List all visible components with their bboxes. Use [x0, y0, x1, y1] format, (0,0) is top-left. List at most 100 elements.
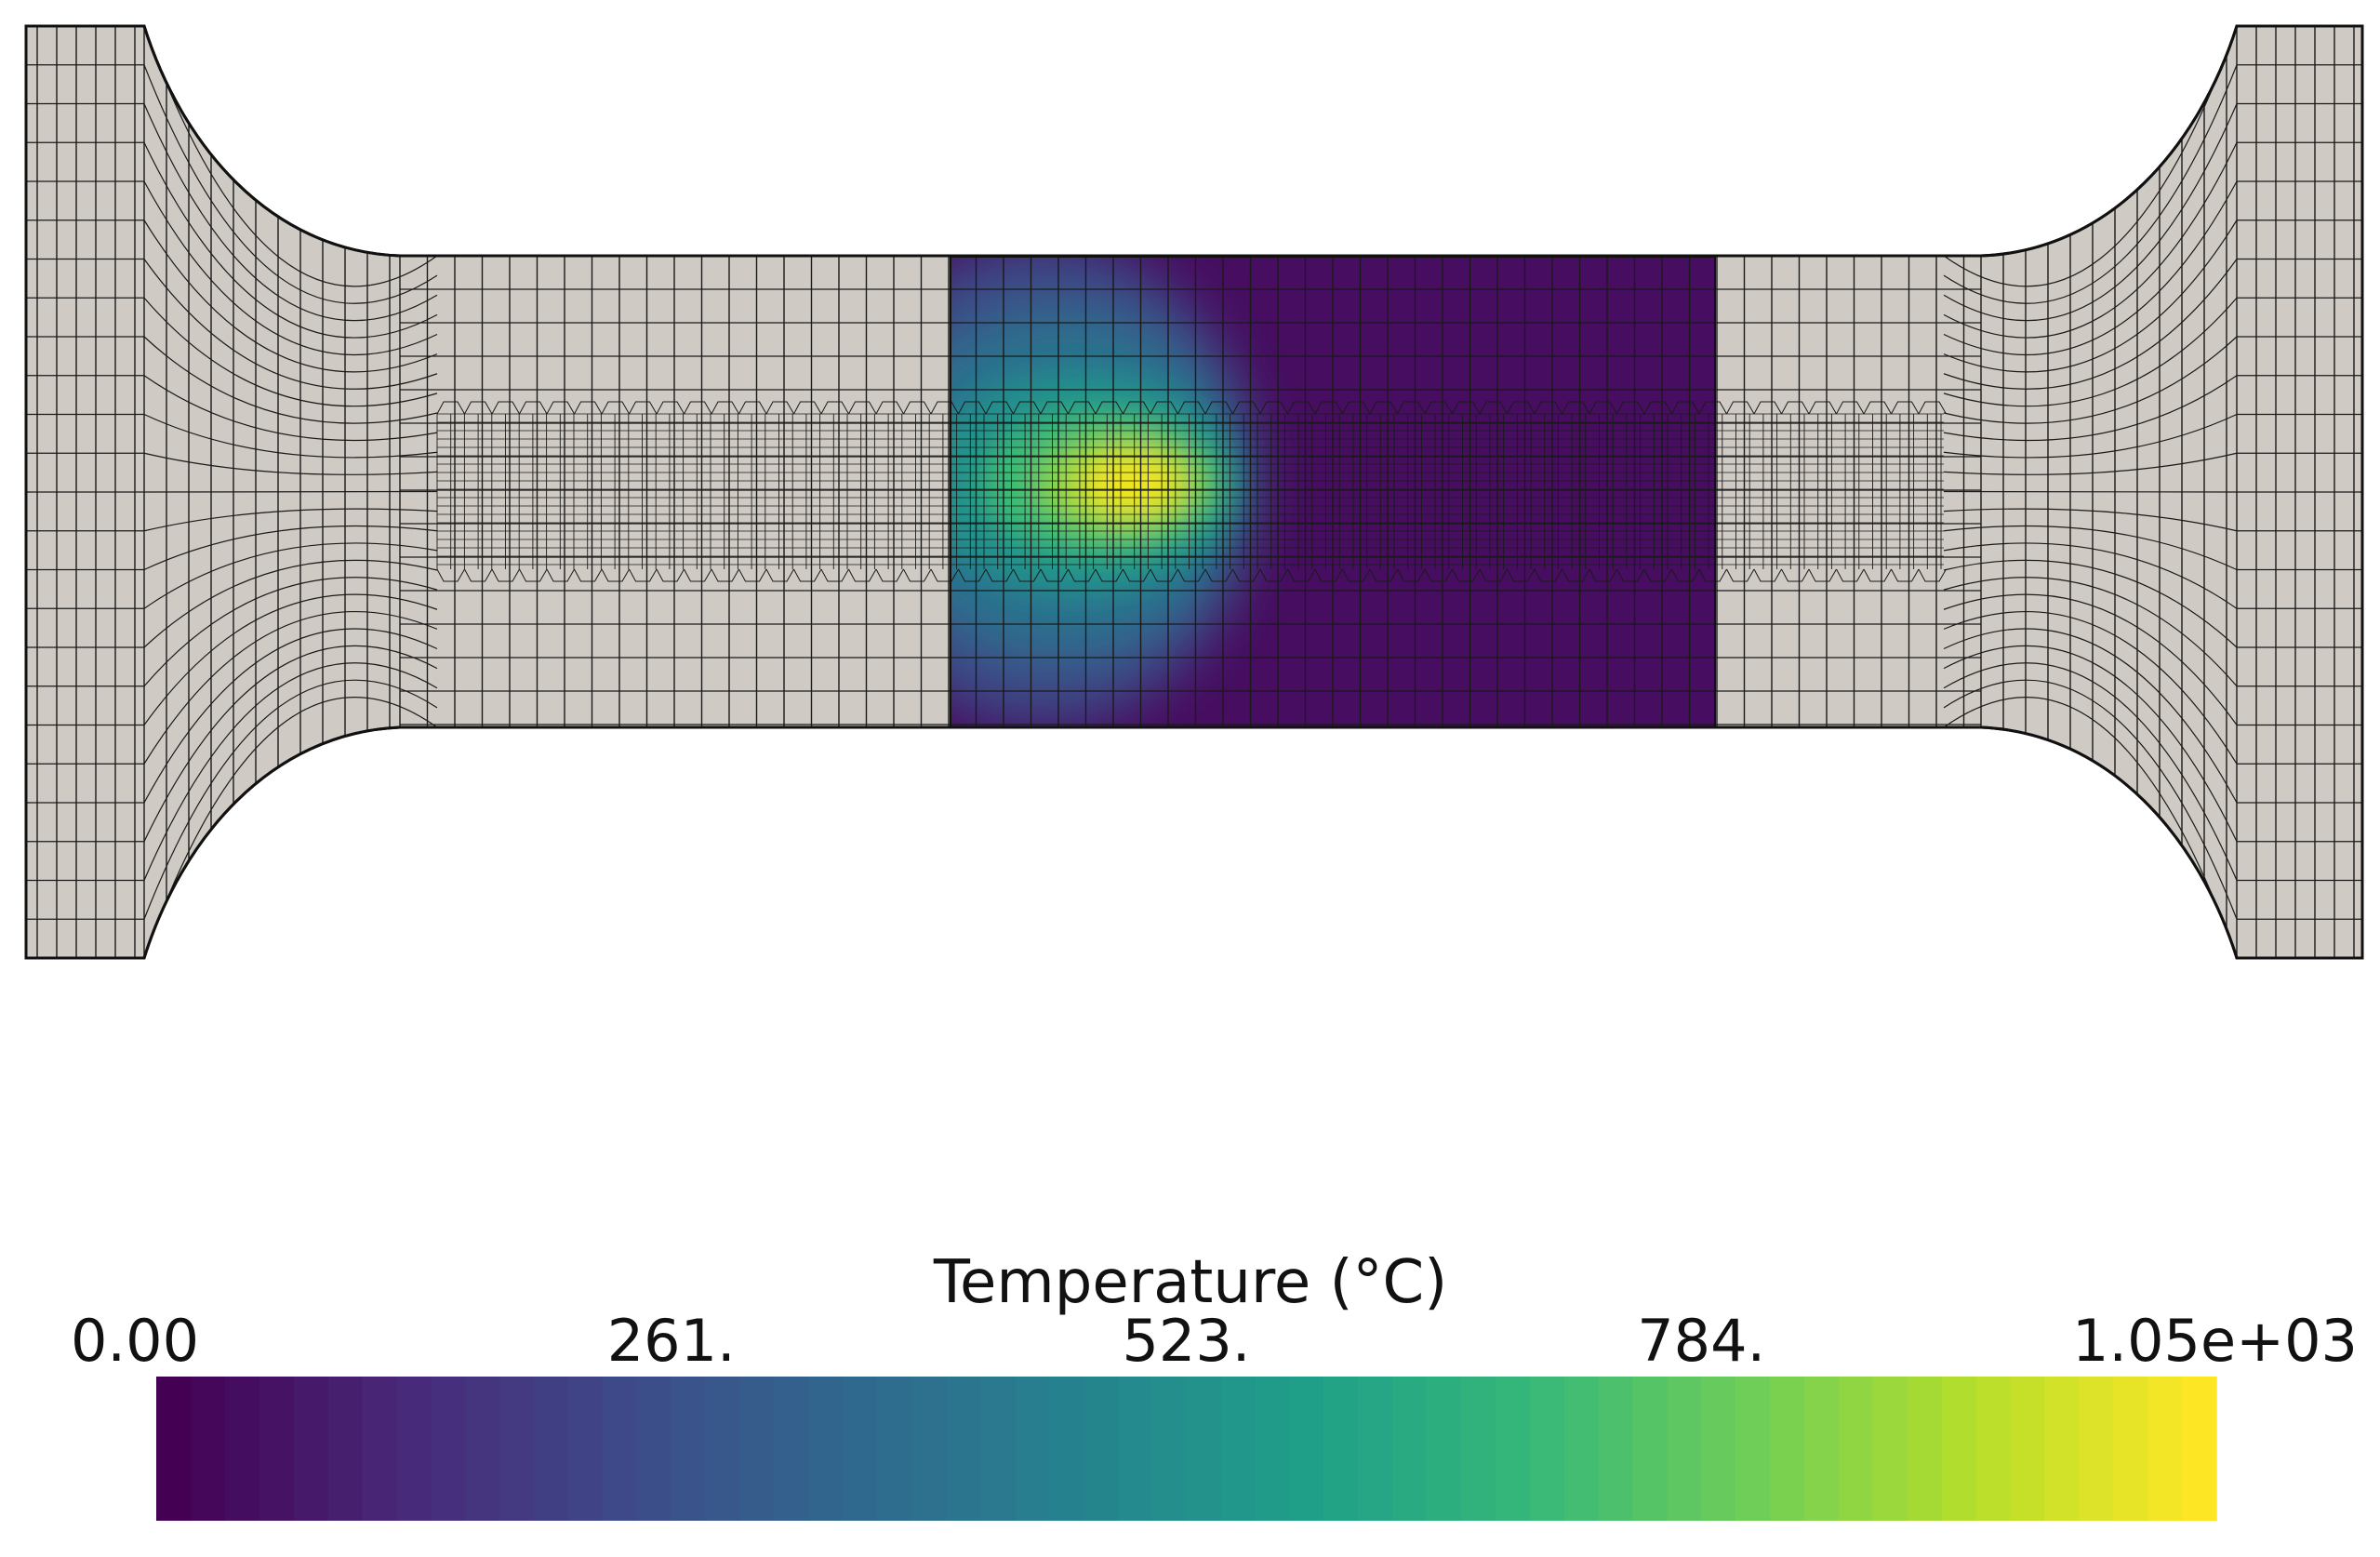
- colorbar-segment: [808, 1377, 844, 1521]
- mesh-fan-line-right: [1943, 508, 2362, 532]
- mesh-transition-cell: [1013, 568, 1042, 582]
- mesh-fan-line-left: [26, 220, 438, 373]
- mesh-transition-cell: [1671, 401, 1700, 415]
- colorbar-segment: [1151, 1377, 1188, 1521]
- specimen: [24, 24, 2364, 960]
- colorbar-segment: [156, 1377, 192, 1521]
- colorbar-segment: [1701, 1377, 1736, 1521]
- mesh-fan-line-left: [26, 452, 438, 475]
- colorbar-segment: [362, 1377, 398, 1521]
- mesh-transition-cell: [1342, 568, 1371, 582]
- mesh-fan-line-right: [1943, 258, 2362, 390]
- mesh-transition-cell: [820, 568, 849, 582]
- mesh-transition-cell: [1507, 568, 1536, 582]
- colorbar-segment: [2182, 1377, 2217, 1521]
- mesh-fan-line-right: [1943, 611, 2362, 765]
- mesh-transition-cell: [1068, 568, 1097, 582]
- colorbar-segment: [293, 1377, 329, 1521]
- colorbar-tick-label: 1.05e+03: [2072, 1307, 2358, 1375]
- mesh-transition-cell: [601, 401, 630, 415]
- mesh-transition-cell: [546, 568, 575, 582]
- colorbar-segment: [431, 1377, 467, 1521]
- mesh-transition-cell: [1123, 568, 1151, 582]
- mesh-transition-cell: [711, 568, 739, 582]
- mesh-transition-cell: [985, 568, 1014, 582]
- mesh-transition-cell: [519, 568, 548, 582]
- colorbar-segment: [1941, 1377, 1977, 1521]
- mesh-transition-cell: [820, 401, 849, 415]
- mesh-transition-cell: [793, 568, 822, 582]
- colorbar-segment: [327, 1377, 364, 1521]
- colorbar-segment: [1186, 1377, 1222, 1521]
- mesh-transition-cell: [793, 401, 822, 415]
- mesh-transition-cell: [1781, 568, 1810, 582]
- mesh-transition-cell: [1013, 401, 1042, 415]
- colorbar-segment: [259, 1377, 295, 1521]
- mesh-transition-cell: [1726, 401, 1755, 415]
- mesh-transition-cell: [1808, 568, 1837, 582]
- mesh-transition-cell: [848, 568, 877, 582]
- mesh-transition-cell: [1534, 401, 1562, 415]
- mesh-fan-line-left: [26, 542, 438, 609]
- mesh-fan-line-right: [1943, 141, 2362, 339]
- colorbar-segment: [1495, 1377, 1531, 1521]
- mesh-transition-cell: [1314, 568, 1343, 582]
- colorbar-tick-label: 0.00: [71, 1307, 199, 1375]
- mesh-fan-line-left: [26, 593, 438, 726]
- mesh-fan-line-left: [26, 628, 438, 804]
- mesh-fan-line-right: [1943, 413, 2362, 459]
- mesh-transition-cell: [765, 401, 794, 415]
- mesh-transition-cell: [601, 568, 630, 582]
- colorbar-tick-label: 523.: [1122, 1307, 1250, 1375]
- mesh-transition-cell: [464, 568, 493, 582]
- mesh-transition-cell: [1616, 401, 1645, 415]
- mesh-transition-cell: [1643, 568, 1672, 582]
- colorbar-segment: [1598, 1377, 1634, 1521]
- colorbar-segment: [1632, 1377, 1669, 1521]
- mesh-fan-line-right: [1943, 525, 2362, 571]
- mesh-fan-line-right: [1943, 662, 2362, 882]
- colorbar-segment: [946, 1377, 981, 1521]
- mesh-transition-cell: [1150, 568, 1178, 582]
- mesh-transition-cell: [491, 401, 520, 415]
- mesh-transition-cell: [1479, 401, 1508, 415]
- colorbar-segment: [705, 1377, 741, 1521]
- mesh-fan-line-left: [26, 64, 438, 304]
- mesh-transition-cell: [1836, 568, 1865, 582]
- colorbar-segment: [877, 1377, 912, 1521]
- mesh-transition-cell: [656, 401, 685, 415]
- colorbar-segment: [1426, 1377, 1462, 1521]
- mesh-fan-line-left: [26, 180, 438, 355]
- mesh-transition-cell: [1204, 401, 1233, 415]
- mesh-transition-cell: [738, 401, 767, 415]
- mesh-transition-cell: [1891, 401, 1920, 415]
- mesh-transition-cell: [848, 401, 877, 415]
- colorbar-title: Temperature (°C): [933, 1248, 1447, 1317]
- mesh-transition-cell: [491, 568, 520, 582]
- colorbar-segment: [1667, 1377, 1703, 1521]
- mesh-transition-cell: [684, 401, 712, 415]
- mesh-fan-line-right: [1943, 628, 2362, 804]
- mesh-transition-cell: [1424, 568, 1453, 582]
- mesh-transition-cell: [1369, 401, 1398, 415]
- colorbar-segment: [465, 1377, 500, 1521]
- mesh-transition-cell: [1643, 401, 1672, 415]
- mesh-transition-cell: [1726, 568, 1755, 582]
- mesh-fan-line-right: [1943, 297, 2362, 407]
- mesh-transition-cell: [1123, 401, 1151, 415]
- mesh-fan-line-left: [26, 258, 438, 390]
- heated-region-border: [950, 256, 1716, 728]
- mesh-transition-cell: [1259, 568, 1288, 582]
- colorbar-segment: [499, 1377, 535, 1521]
- colorbar-segment: [1804, 1377, 1840, 1521]
- colorbar-segment: [980, 1377, 1016, 1521]
- mesh-fan-line-left: [26, 141, 438, 339]
- mesh-transition-cell: [985, 401, 1014, 415]
- mesh-fan-line-right: [1943, 559, 2362, 648]
- mesh-transition-cell: [1369, 568, 1398, 582]
- mesh-transition-cell: [1863, 401, 1892, 415]
- colorbar-segment: [774, 1377, 810, 1521]
- mesh-fan-line-left: [26, 508, 438, 532]
- colorbar-segment: [602, 1377, 638, 1521]
